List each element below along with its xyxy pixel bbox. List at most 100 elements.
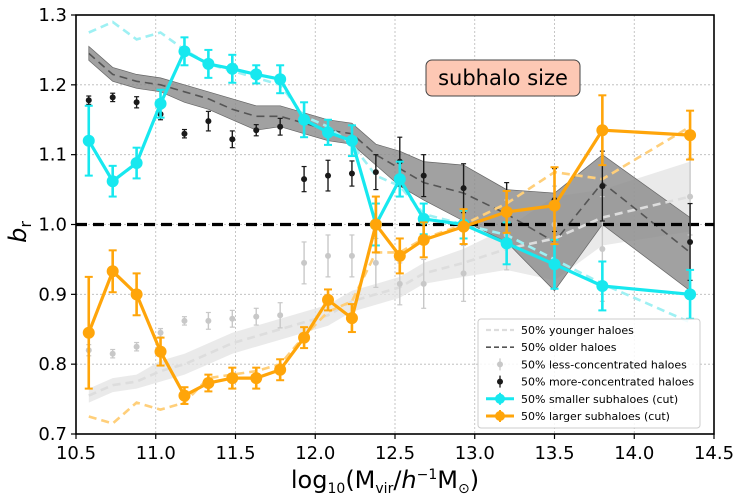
x-tick-label: 13.5: [534, 443, 574, 464]
legend-item-50-smaller-subhaloes-cut: 50% smaller subhaloes (cut): [486, 392, 678, 406]
data-point: [348, 252, 355, 259]
data-point: [393, 249, 406, 262]
data-point: [548, 199, 561, 212]
annotation-background: [425, 59, 581, 97]
legend-frame: [477, 318, 701, 429]
legend-swatch: [495, 411, 505, 421]
legend-label: 50% larger subhaloes (cut): [521, 410, 670, 423]
x-axis-label: log10(Mvir/h−1M⊙): [291, 466, 479, 497]
data-point: [130, 288, 143, 301]
legend-label: 50% less-concentrated haloes: [521, 358, 687, 371]
x-tick-label: 13.0: [455, 443, 495, 464]
legend-items: 50% younger haloes 50% older haloes 50% le…: [486, 324, 694, 423]
data-point: [684, 288, 697, 301]
data-point: [133, 99, 140, 106]
data-point: [205, 317, 212, 324]
legend-item-50-older-haloes: 50% older haloes: [486, 341, 617, 354]
data-point: [325, 172, 332, 179]
data-point: [548, 258, 561, 271]
data-point: [226, 372, 239, 385]
data-point: [202, 377, 215, 390]
y-tick-label: 0.9: [38, 284, 67, 305]
data-point: [253, 127, 260, 134]
data-point: [301, 259, 308, 266]
legend-label: 50% older haloes: [521, 341, 617, 354]
legend-item-50-more-concentrated-haloes: 50% more-concentrated haloes: [497, 375, 694, 389]
data-point: [277, 123, 284, 130]
y-tick-label: 0.7: [38, 424, 67, 445]
annotation-box: subhalo size: [425, 59, 581, 97]
data-point: [596, 279, 609, 292]
legend-item-50-larger-subhaloes-cut: 50% larger subhaloes (cut): [486, 410, 670, 423]
data-point: [82, 326, 95, 339]
data-point: [181, 317, 188, 324]
data-point: [277, 312, 284, 319]
data-point: [460, 185, 467, 192]
data-point: [109, 94, 116, 101]
data-point: [500, 237, 513, 250]
series-line: [87, 49, 691, 296]
y-tick-label: 1.0: [38, 215, 67, 236]
legend-item-50-younger-haloes: 50% younger haloes: [486, 324, 634, 337]
data-point: [226, 62, 239, 75]
x-tick-label: 12.5: [375, 443, 415, 464]
x-tick-label: 14.0: [614, 443, 654, 464]
data-point: [396, 280, 403, 287]
data-point: [599, 245, 606, 252]
data-point: [154, 345, 167, 358]
data-point: [178, 45, 191, 58]
x-tick-label: 14.5: [694, 443, 734, 464]
x-tick-label: 12.0: [295, 443, 335, 464]
y-tick-label: 1.1: [38, 145, 67, 166]
data-point: [687, 238, 694, 245]
x-tick-label: 11.5: [215, 443, 255, 464]
data-point: [596, 124, 609, 137]
data-point: [420, 172, 427, 179]
data-point: [202, 57, 215, 70]
data-point: [157, 329, 164, 336]
data-point: [85, 97, 92, 104]
data-point: [687, 193, 694, 200]
data-point: [345, 134, 358, 147]
data-point: [274, 363, 287, 376]
line-smaller-younger-dashed: [88, 20, 691, 324]
data-point: [325, 252, 332, 259]
x-tick-label: 11.0: [136, 443, 176, 464]
series-markers: [82, 36, 697, 405]
x-tick-label: 10.5: [56, 443, 96, 464]
data-point: [417, 233, 430, 246]
legend-swatch: [495, 393, 505, 404]
data-point: [460, 270, 467, 277]
data-point: [130, 157, 143, 170]
data-point: [106, 175, 119, 188]
data-point: [178, 389, 191, 402]
legend-item-50-less-concentrated-haloes: 50% less-concentrated haloes: [497, 358, 687, 371]
data-point: [274, 73, 287, 86]
axes: 10.5 11.0 11.5 12.0 12.5 13.0 13.5 14.0 14.5 0.7 0…: [38, 5, 734, 464]
legend-swatch: [497, 378, 503, 385]
data-point: [250, 68, 263, 81]
data-point: [369, 218, 382, 231]
y-tick-label: 1.2: [38, 75, 67, 96]
data-point: [181, 130, 188, 137]
legend-label: 50% younger haloes: [521, 324, 634, 337]
y-tick-label: 1.3: [38, 5, 67, 26]
data-point: [420, 280, 427, 287]
data-point: [372, 169, 379, 176]
data-point: [393, 173, 406, 186]
data-point: [205, 118, 212, 125]
data-point: [599, 183, 606, 190]
data-point: [457, 220, 470, 233]
data-point: [298, 113, 311, 126]
data-point: [109, 350, 116, 357]
data-point: [133, 343, 140, 350]
data-point: [345, 312, 358, 325]
annotation-text: subhalo size: [438, 66, 568, 90]
data-point: [322, 293, 335, 306]
data-point: [500, 205, 513, 218]
data-point: [301, 176, 308, 183]
data-point: [298, 331, 311, 344]
line-larger-younger-dashed: [88, 125, 691, 425]
data-point: [322, 126, 335, 139]
